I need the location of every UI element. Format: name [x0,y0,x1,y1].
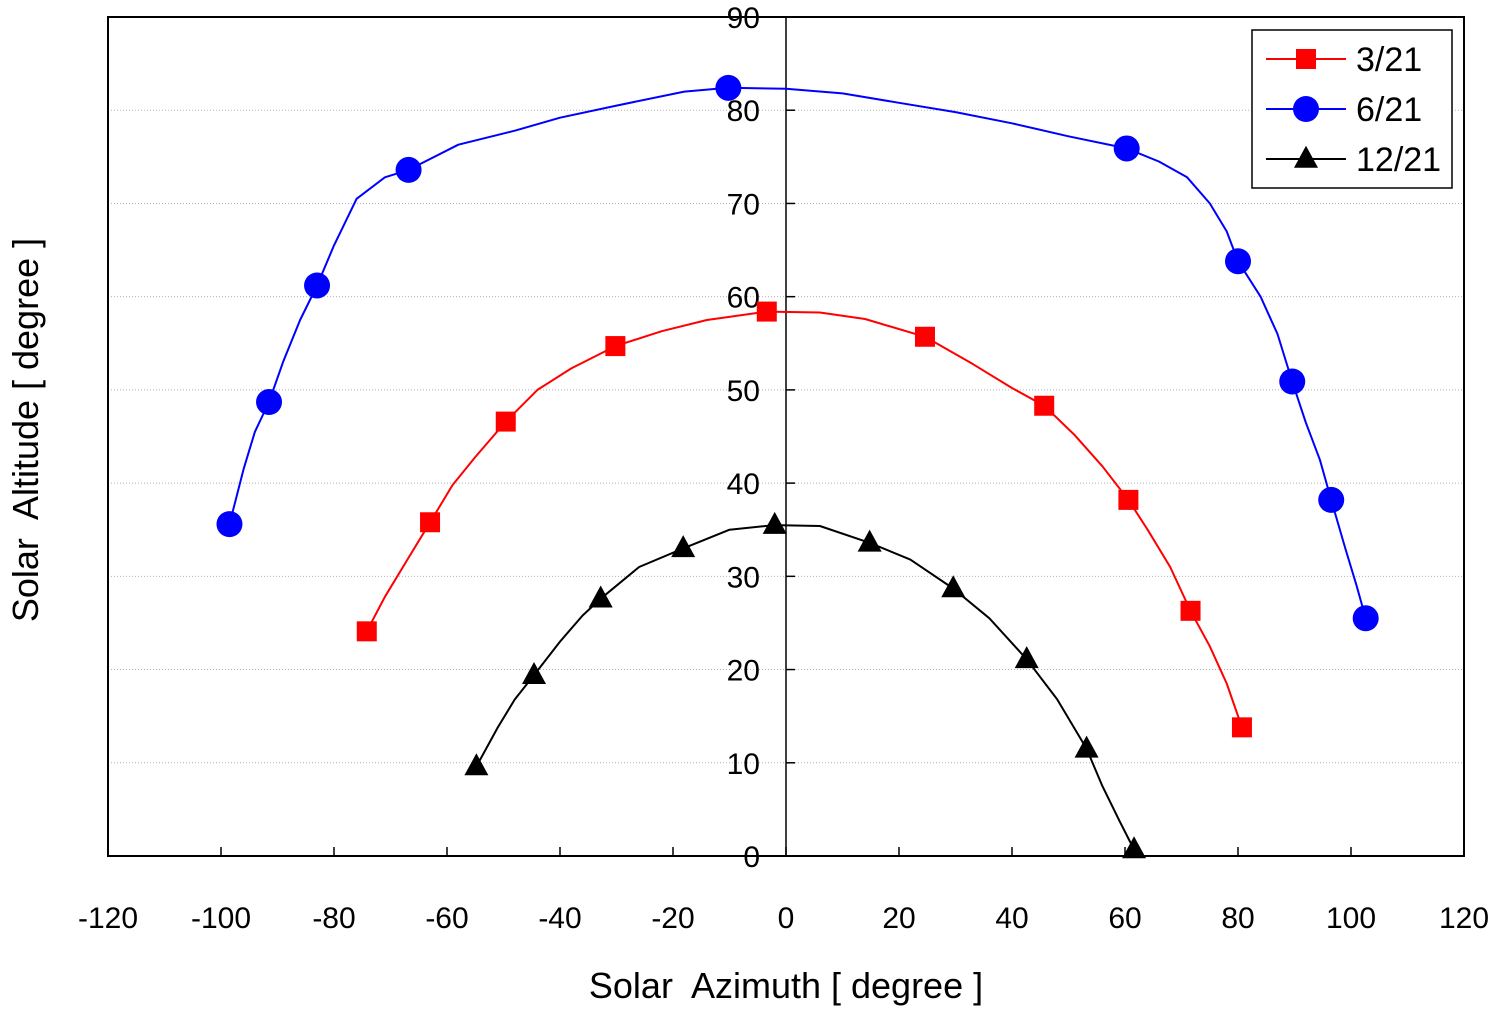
data-point-12-21 [671,535,696,558]
data-point-6-21 [256,389,283,416]
legend-item-3-21: 3/21 [1266,41,1422,79]
legend-item-6-21: 6/21 [1266,91,1422,129]
data-point-6-21 [1352,605,1379,632]
x-axis-title: Solar Azimuth [ degree ] [589,965,983,1006]
y-tick-label: 70 [727,188,760,221]
data-point-3-21 [1118,489,1139,510]
data-point-6-21 [1318,486,1345,513]
y-tick-label: 20 [727,655,760,688]
x-tick-label: 40 [995,902,1028,935]
data-point-3-21 [420,512,441,533]
legend-marker-3-21 [1296,49,1316,69]
data-point-12-21 [1014,646,1039,669]
data-point-12-21 [464,753,489,776]
y-tick-label: 50 [727,375,760,408]
data-point-6-21 [715,74,742,101]
y-tick-label: 60 [727,282,760,315]
x-tick-labels: -120 -100 -80 -60 -40 -20 0 20 40 60 80 100 120 [78,902,1489,935]
data-point-6-21 [304,272,331,299]
data-point-12-21 [762,511,787,534]
legend: 3/21 6/21 12/21 [1251,29,1453,189]
legend-item-12-21: 12/21 [1266,141,1441,179]
series-layer [216,74,1379,859]
x-tick-label: 120 [1439,902,1489,935]
data-point-3-21 [914,326,935,347]
y-tick-label: 80 [727,95,760,128]
y-tick-marks [786,16,795,857]
data-point-12-21 [941,575,966,598]
y-axis-title: Solar Altitude [ degree ] [5,238,46,622]
x-tick-label: 80 [1221,902,1254,935]
data-point-3-21 [495,411,516,432]
series-line-12-21 [475,524,1135,850]
data-point-12-21 [1074,735,1099,758]
y-tick-label: 40 [727,468,760,501]
series-line-3-21 [365,310,1243,728]
y-tick-label: 90 [727,2,760,35]
legend-marker-12-21 [1294,145,1318,168]
data-point-12-21 [588,585,613,608]
data-point-12-21 [857,529,882,552]
data-point-3-21 [1231,717,1252,738]
y-tick-label: 0 [743,841,760,874]
data-point-6-21 [1113,135,1140,162]
data-point-12-21 [1122,836,1147,859]
x-tick-marks [107,847,1465,856]
legend-label-12-21: 12/21 [1356,141,1441,179]
x-tick-label: -80 [312,902,355,935]
legend-label-6-21: 6/21 [1356,91,1422,129]
x-tick-label: 20 [882,902,915,935]
series-3-21 [356,301,1252,738]
data-point-3-21 [1180,600,1201,621]
data-point-3-21 [356,621,377,642]
series-12-21 [464,511,1147,859]
data-point-6-21 [1225,248,1251,275]
x-tick-label: -40 [538,902,581,935]
x-tick-label: 0 [778,902,795,935]
legend-label-3-21: 3/21 [1356,41,1422,79]
data-point-3-21 [605,336,626,357]
series-6-21 [216,74,1379,632]
data-point-12-21 [522,661,547,684]
legend-items: 3/21 6/21 12/21 [1266,41,1441,179]
x-tick-label: 60 [1108,902,1141,935]
data-point-3-21 [756,301,777,322]
x-tick-label: -60 [425,902,468,935]
y-tick-label: 30 [727,561,760,594]
y-tick-label: 10 [727,748,760,781]
x-tick-label: -20 [651,902,694,935]
x-tick-label: -120 [78,902,138,935]
y-tick-labels: 0 10 20 30 40 50 60 70 80 90 [727,2,760,874]
data-point-6-21 [395,156,422,183]
data-point-3-21 [1034,395,1055,416]
x-tick-label: 100 [1326,902,1376,935]
data-point-6-21 [216,511,243,538]
legend-marker-6-21 [1293,96,1319,122]
data-point-6-21 [1279,368,1306,395]
x-tick-label: -100 [191,902,251,935]
